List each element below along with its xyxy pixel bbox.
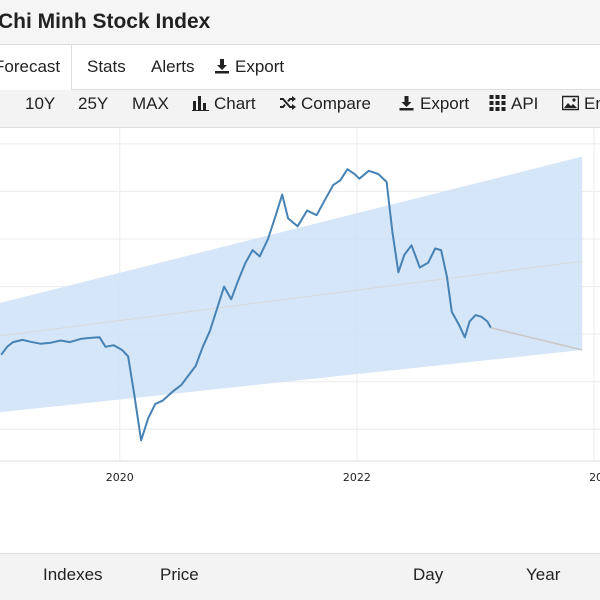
column-header-price[interactable]: Price — [160, 565, 199, 584]
export-button[interactable]: Export — [398, 90, 469, 128]
embed-button[interactable]: En — [562, 90, 600, 128]
tab-stats-label: Stats — [87, 57, 126, 76]
compare-button[interactable]: Compare — [279, 90, 371, 128]
title-bar: Chi Minh Stock Index — [0, 0, 600, 45]
download-icon — [215, 59, 229, 74]
tab-alerts-label: Alerts — [151, 57, 195, 76]
column-header-indexes[interactable]: Indexes — [43, 565, 103, 584]
grid-icon — [489, 95, 506, 111]
tab-stats[interactable]: Stats — [87, 45, 126, 90]
embed-button-label: En — [584, 94, 600, 113]
column-header-day[interactable]: Day — [413, 565, 444, 584]
toolbar: 10Y 25Y MAX Chart Compare Export API — [0, 90, 600, 128]
forecast-line — [490, 327, 583, 351]
chart-area: 2020 2022 20 — [0, 128, 600, 553]
download-icon — [399, 96, 414, 111]
range-max-button[interactable]: MAX — [132, 90, 169, 128]
range-10y-label: 10Y — [25, 94, 56, 113]
api-button-label: API — [511, 94, 539, 113]
range-max-label: MAX — [132, 94, 169, 113]
tab-forecast-label: Forecast — [0, 57, 61, 76]
chart-button-label: Chart — [214, 94, 256, 113]
tab-export-label: Export — [235, 57, 285, 76]
price-chart[interactable]: 2020 2022 20 — [0, 128, 600, 553]
trend-line — [0, 260, 583, 337]
tab-alerts[interactable]: Alerts — [151, 45, 194, 90]
price-series-line — [0, 168, 492, 442]
shuffle-icon — [280, 96, 296, 110]
table-header: Indexes Price Day Year — [0, 553, 600, 600]
range-10y-button[interactable]: 10Y — [25, 90, 55, 128]
x-tick-label: 2022 — [343, 471, 371, 484]
page-title: Chi Minh Stock Index — [0, 10, 211, 33]
x-tick-label: 20 — [589, 471, 600, 484]
regression-band — [0, 156, 583, 413]
range-25y-label: 25Y — [78, 94, 109, 113]
x-tick-label: 2020 — [106, 471, 134, 484]
chart-button[interactable]: Chart — [192, 90, 256, 128]
compare-button-label: Compare — [301, 94, 371, 113]
tab-export[interactable]: Export — [214, 45, 284, 90]
tab-forecast[interactable]: Forecast — [0, 45, 72, 91]
column-header-year[interactable]: Year — [526, 565, 561, 584]
range-25y-button[interactable]: 25Y — [78, 90, 108, 128]
export-button-label: Export — [420, 94, 470, 113]
tab-bar: Forecast Stats Alerts Export — [0, 45, 600, 91]
image-icon — [562, 95, 579, 111]
api-button[interactable]: API — [489, 90, 538, 128]
bar-chart-icon — [192, 96, 209, 111]
